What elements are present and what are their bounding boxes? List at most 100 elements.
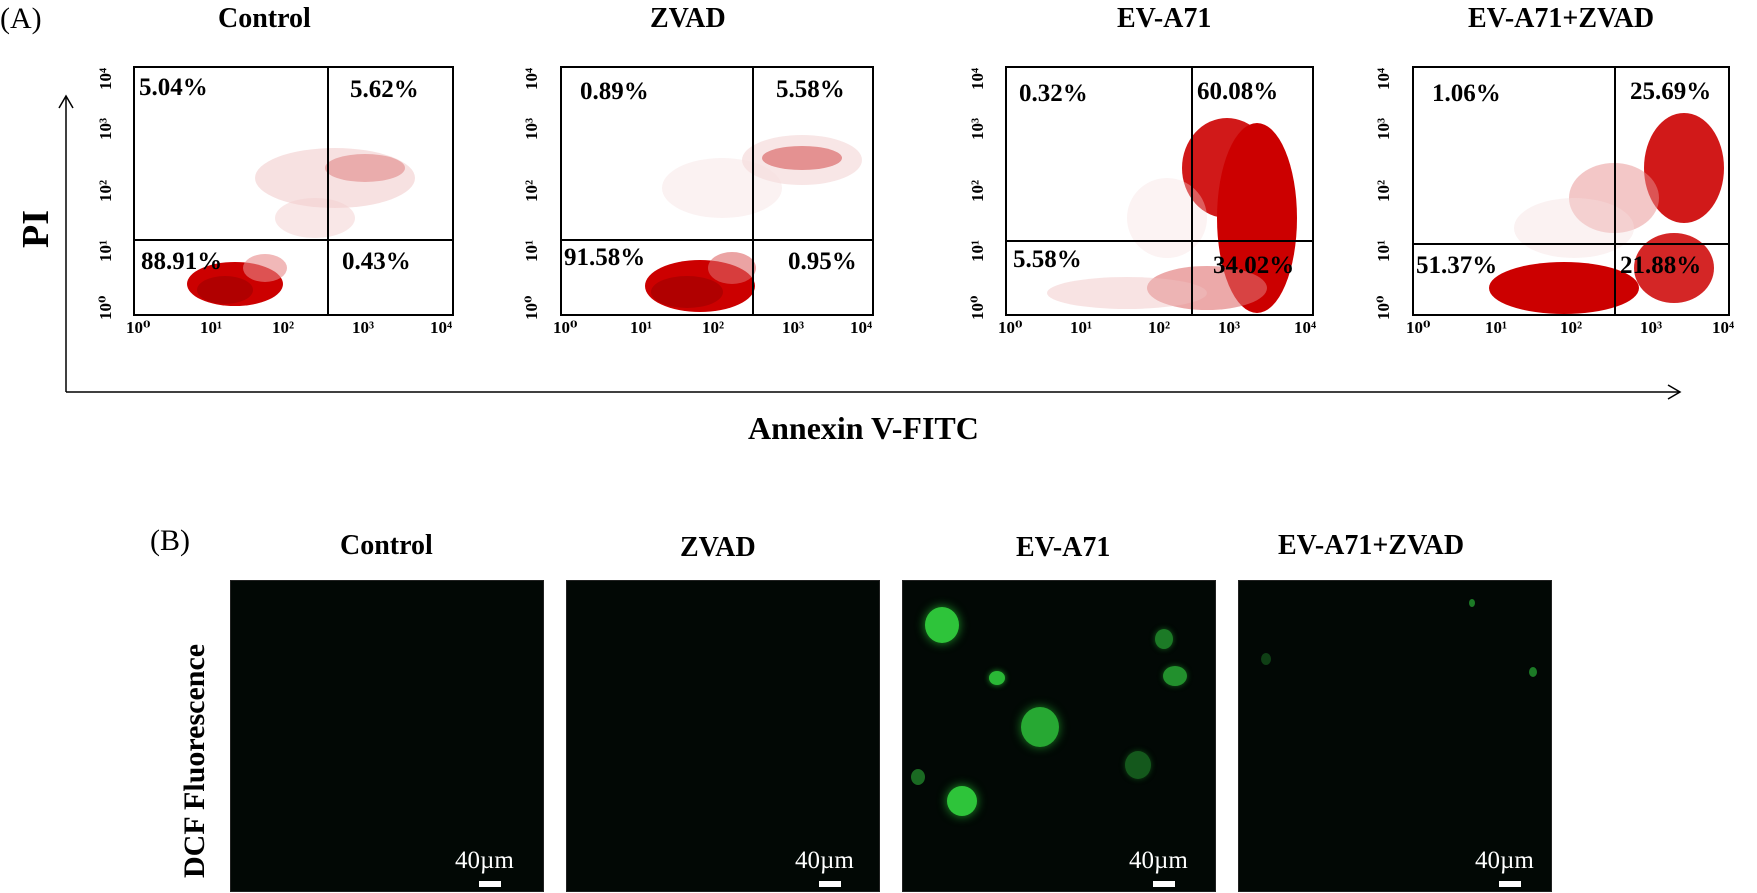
x-axis-label-annexin: Annexin V-FITC	[748, 410, 979, 446]
scale-bar	[479, 881, 501, 887]
x-tick: 10⁴	[430, 318, 453, 337]
quadrant-line-horizontal	[562, 239, 872, 241]
pct-lower-left: 88.91%	[141, 248, 223, 275]
x-tick: 10²	[1560, 318, 1583, 337]
row-label-dcf-fluorescence: DCF Fluorescence	[178, 643, 211, 878]
scale-bar-label: 40µm	[455, 847, 514, 874]
x-tick: 10⁰	[998, 318, 1023, 337]
y-tick: 10³	[522, 117, 541, 140]
pct-upper-right: 5.58%	[776, 76, 845, 103]
y-tick: 10¹	[968, 239, 987, 262]
fluorescent-cell	[1125, 751, 1151, 779]
y-tick: 10⁰	[968, 295, 987, 320]
y-tick: 10⁰	[522, 295, 541, 320]
flow-plot-title-ev-a71: EV-A71	[1117, 3, 1212, 34]
micrograph-zvad: 40µm	[566, 580, 880, 892]
image-title-ev-a71-zvad: EV-A71+ZVAD	[1278, 530, 1465, 561]
quadrant-line-vertical	[327, 68, 329, 314]
y-axis-label-pi: PI	[15, 210, 57, 248]
quadrant-line-horizontal	[1414, 243, 1728, 245]
fluorescent-cell	[911, 769, 925, 785]
panel-b-letter: (B)	[150, 524, 190, 557]
y-tick: 10³	[96, 117, 115, 140]
flow-plot-zvad: 0.89% 5.58% 91.58% 0.95%	[560, 66, 874, 316]
y-tick: 10²	[968, 179, 987, 202]
y-tick: 10³	[968, 117, 987, 140]
quadrant-line-vertical	[1191, 68, 1193, 314]
fluorescent-cell	[925, 607, 959, 643]
flow-plot-control: 5.04% 5.62% 88.91% 0.43%	[133, 66, 454, 316]
y-tick: 10²	[1374, 179, 1393, 202]
x-tick: 10²	[702, 318, 725, 337]
x-tick: 10³	[352, 318, 375, 337]
scale-bar	[1153, 881, 1175, 887]
scale-bar	[819, 881, 841, 887]
pct-lower-left: 5.58%	[1013, 246, 1082, 273]
main-axes-arrows	[58, 94, 1682, 400]
scale-bar-label: 40µm	[1129, 847, 1188, 874]
y-tick: 10⁰	[96, 295, 115, 320]
y-tick: 10²	[522, 179, 541, 202]
flow-plot-ev-a71: 0.32% 60.08% 5.58% 34.02%	[1005, 66, 1314, 316]
x-tick: 10¹	[630, 318, 653, 337]
pct-upper-right: 60.08%	[1197, 78, 1279, 105]
pct-lower-left: 51.37%	[1416, 252, 1498, 279]
flow-plot-ev-a71-zvad: 1.06% 25.69% 51.37% 21.88%	[1412, 66, 1730, 316]
y-tick: 10⁰	[1374, 295, 1393, 320]
micrograph-ev-a71-zvad: 40µm	[1238, 580, 1552, 892]
pct-lower-right: 0.43%	[342, 248, 411, 275]
y-tick: 10¹	[1374, 239, 1393, 262]
x-tick: 10³	[782, 318, 805, 337]
y-tick: 10¹	[522, 239, 541, 262]
pct-upper-left: 0.89%	[580, 78, 649, 105]
pct-lower-left: 91.58%	[564, 244, 646, 271]
x-tick: 10³	[1218, 318, 1241, 337]
micrograph-ev-a71: 40µm	[902, 580, 1216, 892]
x-tick: 10⁴	[1712, 318, 1735, 337]
flow-plot-title-ev-a71-zvad: EV-A71+ZVAD	[1468, 3, 1655, 34]
micrograph-control: 40µm	[230, 580, 544, 892]
x-tick: 10⁰	[1406, 318, 1431, 337]
pct-upper-left: 0.32%	[1019, 80, 1088, 107]
quadrant-line-horizontal	[1007, 240, 1312, 242]
quadrant-line-vertical	[1614, 68, 1616, 314]
x-tick: 10¹	[200, 318, 223, 337]
pct-upper-right: 25.69%	[1630, 78, 1712, 105]
x-tick: 10¹	[1485, 318, 1508, 337]
x-tick: 10³	[1640, 318, 1663, 337]
x-tick: 10¹	[1070, 318, 1093, 337]
fluorescent-cell	[1529, 667, 1537, 677]
y-tick: 10⁴	[968, 67, 987, 90]
y-tick: 10¹	[96, 239, 115, 262]
fluorescent-cell	[1469, 599, 1475, 607]
pct-upper-left: 5.04%	[139, 74, 208, 101]
fluorescent-cell	[947, 786, 977, 816]
x-tick: 10⁰	[126, 318, 151, 337]
x-tick: 10⁴	[1294, 318, 1317, 337]
fluorescent-cell	[989, 671, 1005, 685]
fluorescent-cell	[1261, 653, 1271, 665]
y-tick: 10⁴	[522, 67, 541, 90]
y-tick: 10²	[96, 179, 115, 202]
y-tick: 10³	[1374, 117, 1393, 140]
quadrant-line-horizontal	[135, 239, 452, 241]
quadrant-line-vertical	[752, 68, 754, 314]
fluorescent-cell	[1021, 707, 1059, 747]
flow-plot-title-zvad: ZVAD	[650, 3, 726, 34]
flow-plot-title-control: Control	[218, 3, 311, 34]
dot-cloud-ev-a71	[1047, 118, 1297, 313]
pct-lower-right: 34.02%	[1213, 252, 1295, 279]
pct-lower-right: 0.95%	[788, 248, 857, 275]
scale-bar	[1499, 881, 1521, 887]
x-tick: 10²	[1148, 318, 1171, 337]
pct-upper-left: 1.06%	[1432, 80, 1501, 107]
image-title-zvad: ZVAD	[680, 532, 756, 563]
y-tick: 10⁴	[1374, 67, 1393, 90]
fluorescent-cell	[1155, 629, 1173, 649]
pct-upper-right: 5.62%	[350, 76, 419, 103]
scale-bar-label: 40µm	[795, 847, 854, 874]
scale-bar-label: 40µm	[1475, 847, 1534, 874]
image-title-control: Control	[340, 530, 433, 561]
fluorescent-cell	[1163, 666, 1187, 686]
x-tick: 10²	[272, 318, 295, 337]
